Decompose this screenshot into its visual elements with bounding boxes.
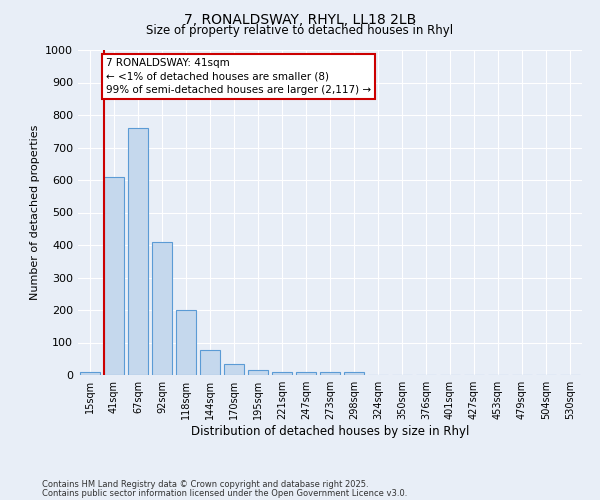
Bar xyxy=(344,372,364,375)
Text: Contains public sector information licensed under the Open Government Licence v3: Contains public sector information licen… xyxy=(42,488,407,498)
Text: 7, RONALDSWAY, RHYL, LL18 2LB: 7, RONALDSWAY, RHYL, LL18 2LB xyxy=(184,12,416,26)
Bar xyxy=(176,310,196,375)
Bar xyxy=(320,372,340,375)
Text: 7 RONALDSWAY: 41sqm
← <1% of detached houses are smaller (8)
99% of semi-detache: 7 RONALDSWAY: 41sqm ← <1% of detached ho… xyxy=(106,58,371,94)
Bar xyxy=(200,350,220,375)
Bar xyxy=(128,128,148,375)
Bar xyxy=(80,372,100,375)
Bar xyxy=(248,370,268,375)
Bar xyxy=(296,372,316,375)
Bar xyxy=(272,372,292,375)
Text: Contains HM Land Registry data © Crown copyright and database right 2025.: Contains HM Land Registry data © Crown c… xyxy=(42,480,368,489)
Bar xyxy=(152,242,172,375)
Bar xyxy=(224,364,244,375)
Y-axis label: Number of detached properties: Number of detached properties xyxy=(29,125,40,300)
X-axis label: Distribution of detached houses by size in Rhyl: Distribution of detached houses by size … xyxy=(191,425,469,438)
Bar xyxy=(104,177,124,375)
Text: Size of property relative to detached houses in Rhyl: Size of property relative to detached ho… xyxy=(146,24,454,37)
